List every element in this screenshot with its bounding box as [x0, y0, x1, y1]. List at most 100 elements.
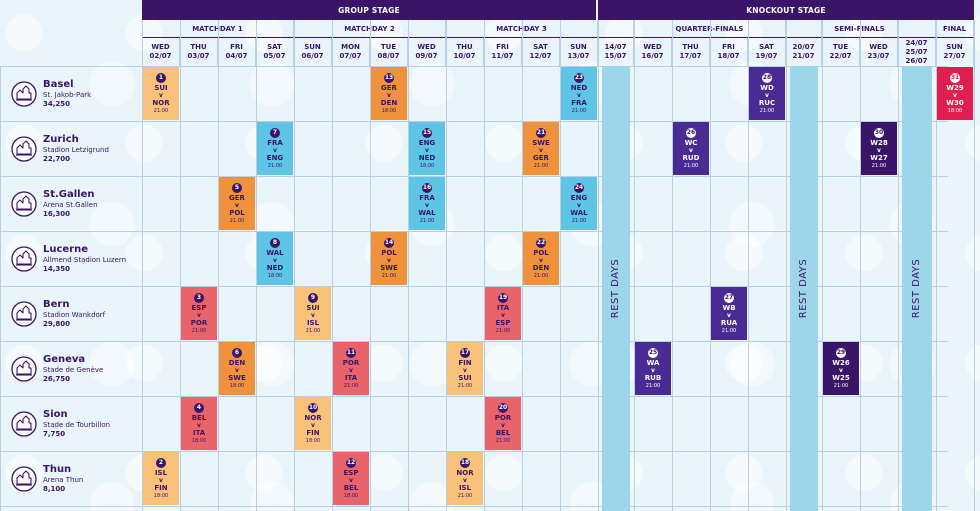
match-card[interactable]: 29 W26 v W25 21:00 [823, 342, 859, 395]
match-card[interactable]: 1 SUI v NOR 21:00 [143, 67, 179, 120]
day-header: SUN 06/07 [294, 38, 332, 66]
versus-label: v [577, 201, 581, 209]
match-card[interactable]: 4 BEL v ITA 18:00 [181, 397, 217, 450]
match-card[interactable]: 7 FRA v ENG 21:00 [257, 122, 293, 175]
match-card[interactable]: 21 SWE v GER 21:00 [523, 122, 559, 175]
sion-icon [11, 410, 37, 437]
grid-line [0, 176, 948, 177]
away-team: BEL [343, 483, 359, 492]
day-header-line: SAT [533, 43, 548, 51]
match-card[interactable]: 17 FIN v SUI 21:00 [447, 342, 483, 395]
grid-line [936, 20, 937, 511]
day-header-line: SUN [570, 43, 587, 51]
match-card[interactable]: 24 ENG v WAL 21:00 [561, 177, 597, 230]
match-number: 23 [574, 72, 584, 83]
match-number: 8 [270, 237, 280, 248]
match-number: 17 [460, 347, 470, 358]
versus-label: v [877, 146, 881, 154]
day-header: WED 09/07 [408, 38, 446, 66]
venue-capacity: 8,100 [43, 484, 66, 493]
grid-line [0, 121, 948, 122]
match-card[interactable]: 14 POL v SWE 21:00 [371, 232, 407, 285]
venue-stadium: Allmend Stadion Luzern [43, 255, 127, 264]
grid-line [0, 231, 948, 232]
match-card[interactable]: 3 ESP v POR 21:00 [181, 287, 217, 340]
match-card[interactable]: 16 FRA v WAL 21:00 [409, 177, 445, 230]
match-card[interactable]: 10 NOR v FIN 18:00 [295, 397, 331, 450]
home-team: W28 [870, 138, 888, 147]
match-number: 29 [836, 347, 846, 358]
match-card[interactable]: 9 SUI v ISL 21:00 [295, 287, 331, 340]
home-team: GER [229, 193, 245, 202]
grid-line [0, 341, 948, 342]
match-card[interactable]: 18 NOR v ISL 21:00 [447, 452, 483, 505]
versus-label: v [463, 366, 467, 374]
rest-days-column: REST DAYS [902, 66, 932, 511]
match-card[interactable]: 19 ITA v ESP 21:00 [485, 287, 521, 340]
match-number: 19 [498, 292, 508, 303]
day-header: SAT 19/07 [748, 38, 786, 66]
match-card[interactable]: 28 WD v RUC 21:00 [749, 67, 785, 120]
match-card[interactable]: 22 POL v DEN 21:00 [523, 232, 559, 285]
match-card[interactable]: 5 GER v POL 21:00 [219, 177, 255, 230]
home-team: WC [684, 138, 698, 147]
home-team: ENG [418, 138, 436, 147]
home-team: SUI [306, 303, 320, 312]
home-team: ESP [191, 303, 207, 312]
grid-line [0, 286, 948, 287]
match-card[interactable]: 11 POR v ITA 21:00 [333, 342, 369, 395]
day-header: THU 03/07 [180, 38, 218, 66]
versus-label: v [539, 256, 543, 264]
match-number: 24 [574, 182, 584, 193]
away-team: WAL [418, 208, 436, 217]
venue-text: Lucerne Allmend Stadion Luzern 14,350 [43, 244, 126, 274]
day-header-line: FRI [722, 43, 735, 51]
kickoff-time: 21:00 [419, 217, 435, 224]
home-team: BEL [191, 413, 207, 422]
home-team: ITA [496, 303, 510, 312]
away-team: FRA [571, 98, 587, 107]
match-card[interactable]: 12 ESP v BEL 18:00 [333, 452, 369, 505]
day-header: WED 23/07 [860, 38, 898, 66]
away-team: POL [229, 208, 245, 217]
match-card[interactable]: 2 ISL v FIN 18:00 [143, 452, 179, 505]
match-number: 6 [232, 347, 242, 358]
round-label [598, 20, 634, 38]
match-card[interactable]: 23 NED v FRA 21:00 [561, 67, 597, 120]
grid-line [560, 20, 561, 511]
versus-label: v [197, 421, 201, 429]
away-team: FIN [154, 483, 168, 492]
match-card[interactable]: 6 DEN v SWE 18:00 [219, 342, 255, 395]
kickoff-time: 18:00 [191, 437, 207, 444]
day-header-line: THU [456, 43, 473, 51]
rest-days-column: REST DAYS [790, 66, 818, 511]
match-card[interactable]: 20 POR v BEL 21:00 [485, 397, 521, 450]
match-card[interactable]: 15 ENG v NED 18:00 [409, 122, 445, 175]
home-team: NED [570, 83, 588, 92]
grid-line [0, 506, 948, 507]
match-number: 26 [686, 127, 696, 138]
match-card[interactable]: 26 WC v RUD 21:00 [673, 122, 709, 175]
home-team: ISL [154, 468, 168, 477]
round-label [898, 20, 936, 38]
venue-geneva: Geneva Stade de Genève 26,750 [0, 341, 142, 396]
away-team: RUB [644, 373, 662, 382]
match-card[interactable]: 25 WA v RUB 21:00 [635, 342, 671, 395]
match-card[interactable]: 27 WB v RUA 21:00 [711, 287, 747, 340]
match-card[interactable]: 30 W28 v W27 21:00 [861, 122, 897, 175]
grid-line [0, 66, 1, 511]
match-card[interactable]: 31 W29 v W30 18:00 [937, 67, 973, 120]
match-number: 16 [422, 182, 432, 193]
zurich-icon [11, 135, 37, 162]
grid-line [180, 20, 181, 511]
match-number: 21 [536, 127, 546, 138]
match-number: 22 [536, 237, 546, 248]
venue-city: Thun [43, 463, 72, 475]
match-card[interactable]: 8 WAL v NED 18:00 [257, 232, 293, 285]
versus-label: v [727, 311, 731, 319]
versus-label: v [197, 311, 201, 319]
venue-capacity: 7,750 [43, 429, 66, 438]
match-number: 20 [498, 402, 508, 413]
match-card[interactable]: 13 GER v DEN 18:00 [371, 67, 407, 120]
match-number: 18 [460, 457, 470, 468]
